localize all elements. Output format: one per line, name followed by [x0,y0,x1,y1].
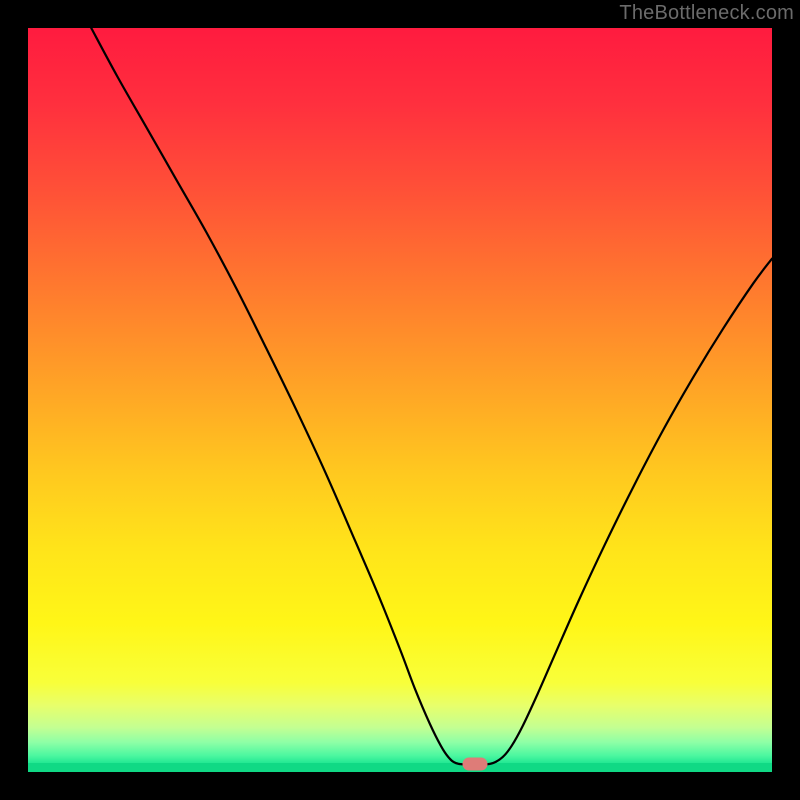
current-config-marker [463,757,488,770]
bottleneck-curve [28,28,772,772]
attribution-text: TheBottleneck.com [619,2,794,25]
plot-area [28,28,772,772]
bottleneck-chart-wrap: TheBottleneck.com [0,0,800,800]
bottleneck-curve-path [91,28,772,765]
